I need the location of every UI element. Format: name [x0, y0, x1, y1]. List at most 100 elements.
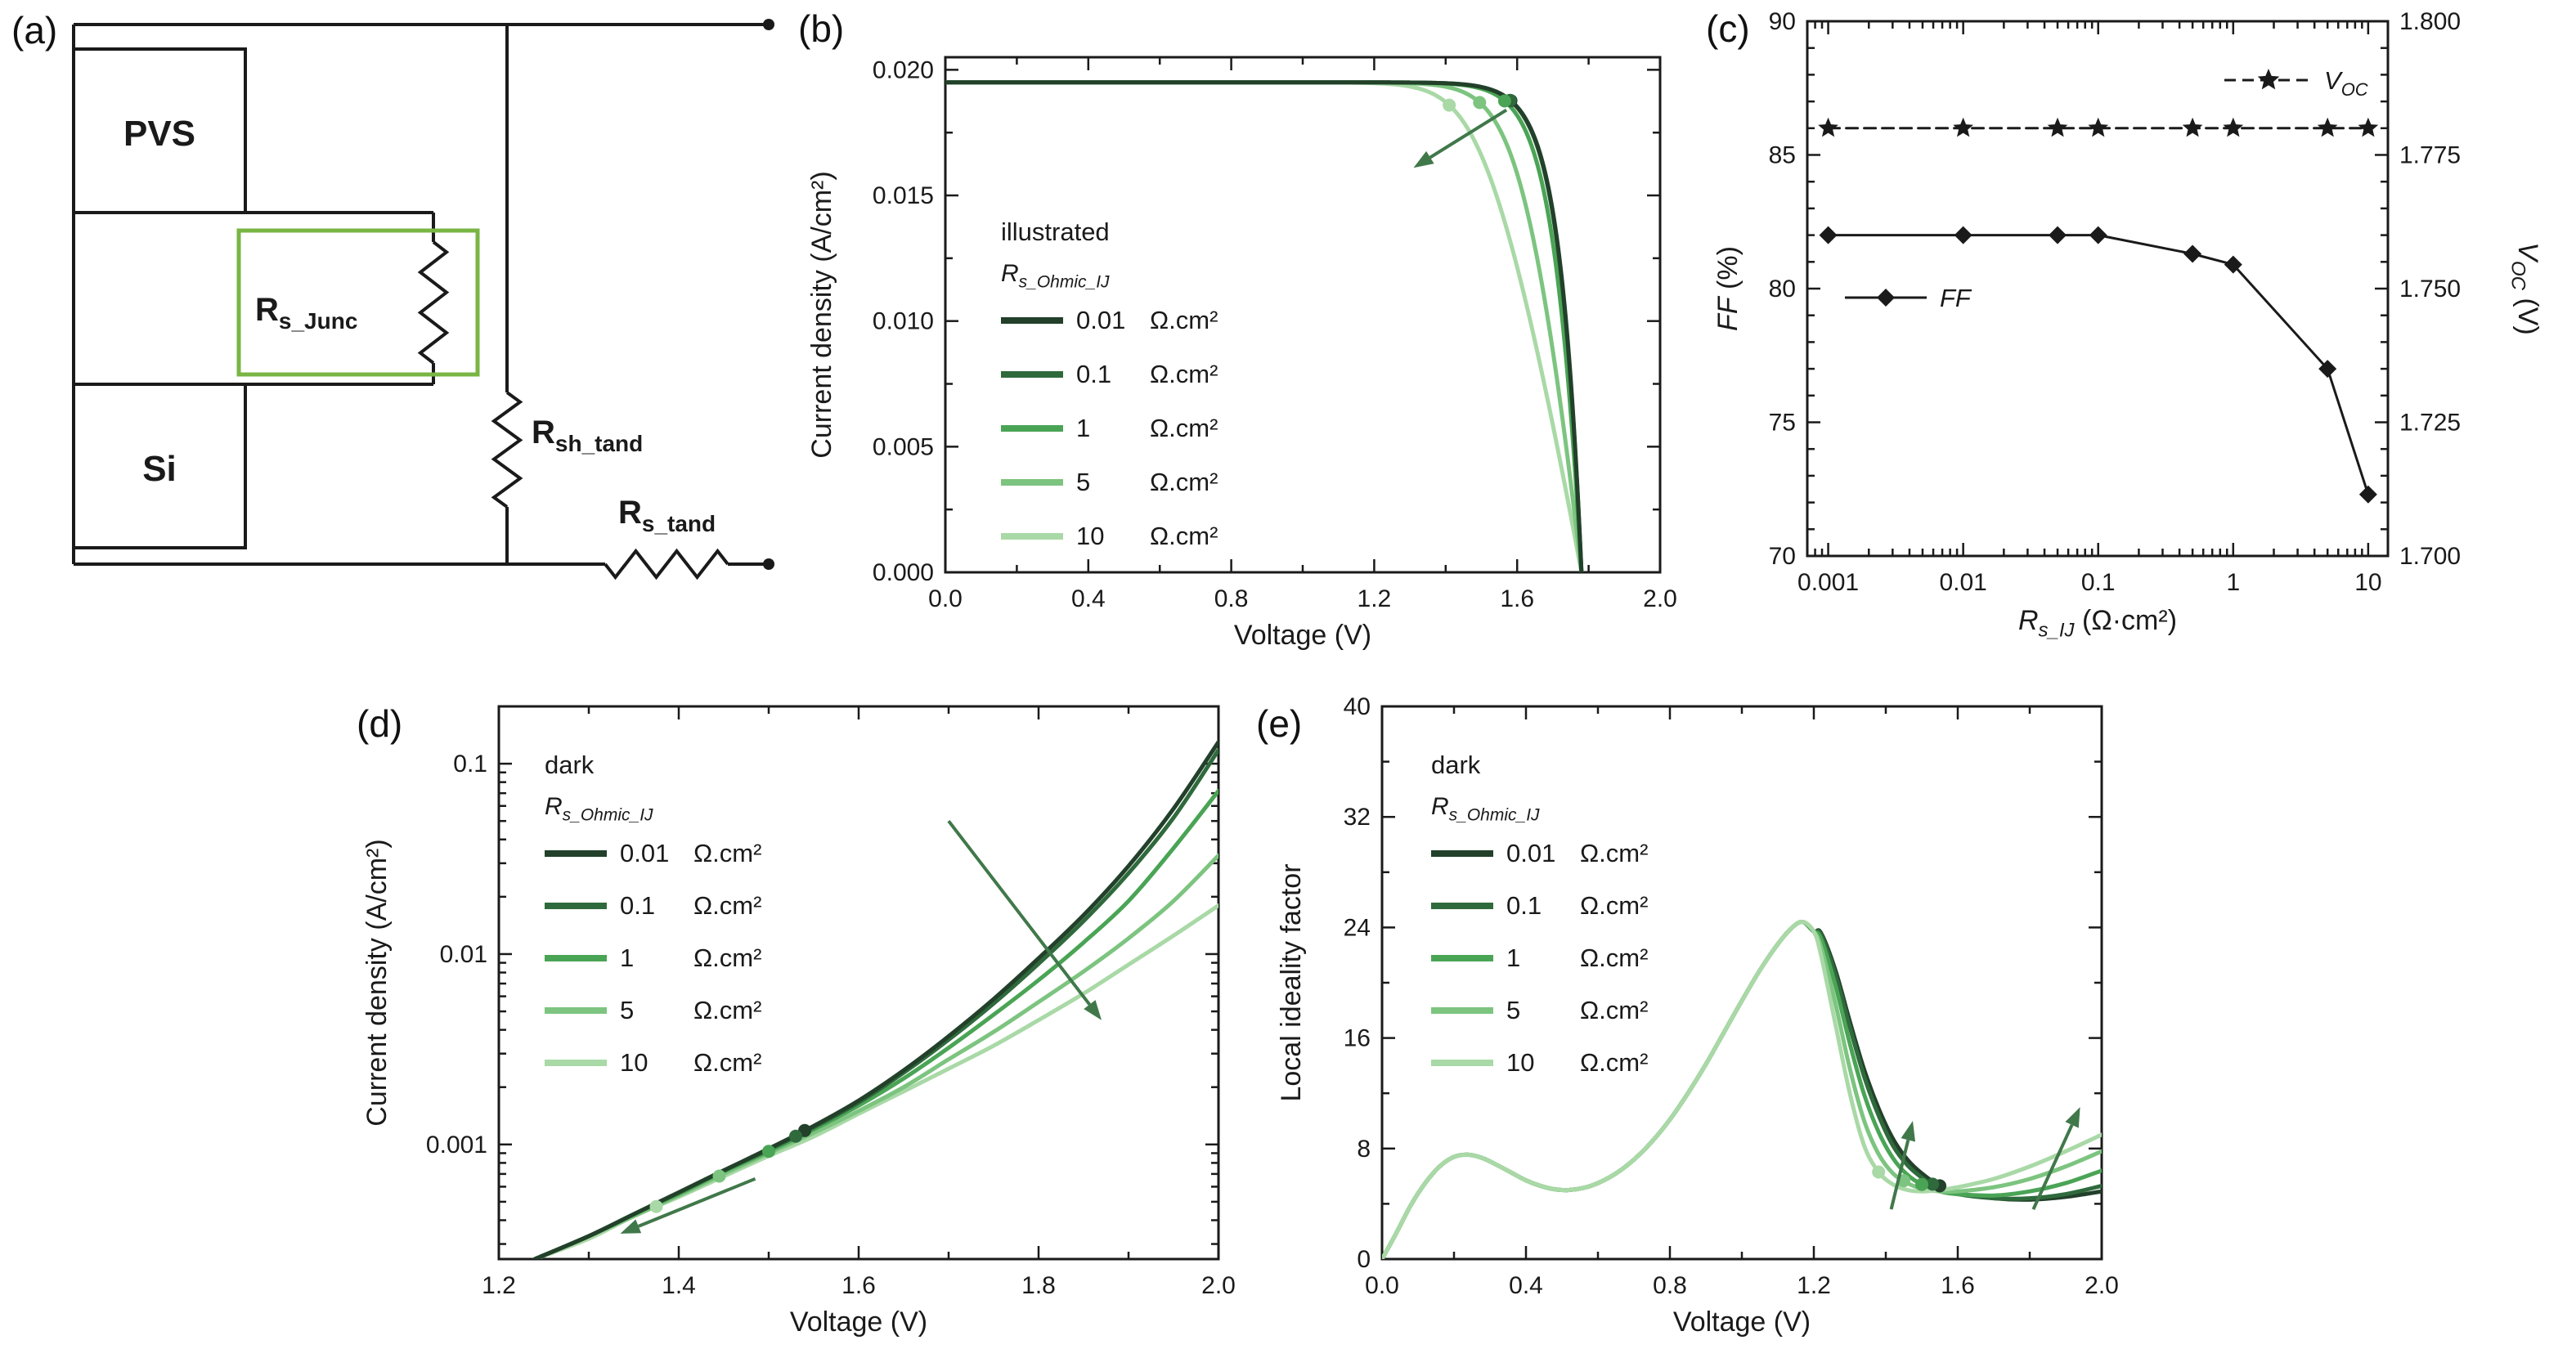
- svg-text:Ω.cm²: Ω.cm²: [693, 891, 761, 920]
- svg-text:0.015: 0.015: [873, 182, 934, 209]
- mpp-markers-b: [1443, 93, 1518, 112]
- svg-text:Ω.cm²: Ω.cm²: [1580, 1048, 1648, 1077]
- svg-text:1.750: 1.750: [2399, 276, 2461, 303]
- svg-text:24: 24: [1344, 914, 1371, 941]
- bottom-terminal-dot: [763, 558, 774, 570]
- svg-text:Ω.cm²: Ω.cm²: [693, 839, 761, 867]
- svg-text:Ω.cm²: Ω.cm²: [1580, 996, 1648, 1024]
- panel-d-dark-jv-chart: 1.2 1.4 1.6 1.8 2.0 0.001 0.01 0.1 Voltage (V) Cu…: [361, 705, 1236, 1338]
- panel-label-c: (c): [1706, 7, 1750, 50]
- svg-text:5: 5: [1506, 996, 1520, 1024]
- svg-text:Ω.cm²: Ω.cm²: [1580, 839, 1648, 867]
- svg-text:FF: FF: [1940, 284, 1972, 312]
- svg-text:VOC: VOC: [2324, 66, 2368, 100]
- svg-text:80: 80: [1769, 276, 1796, 303]
- svg-text:1: 1: [1076, 414, 1090, 442]
- axes-b: 0.0 0.4 0.8 1.2 1.6 2.00.0000.0050.0100.0150.…: [806, 56, 1677, 651]
- svg-text:Rs_Junc: Rs_Junc: [255, 292, 357, 334]
- svg-text:40: 40: [1344, 695, 1371, 720]
- svg-text:1.6: 1.6: [841, 1272, 876, 1299]
- svg-text:1.2: 1.2: [1358, 585, 1392, 612]
- svg-text:0.01: 0.01: [620, 839, 669, 867]
- legend-b: illustrated Rs_Ohmic_IJ 0.01 Ω.cm² 0.1 Ω.cm² 1…: [1001, 217, 1218, 550]
- si-box: [72, 383, 247, 549]
- panel-label-a: (a): [11, 9, 58, 52]
- svg-text:2.0: 2.0: [1643, 585, 1677, 612]
- svg-text:0.4: 0.4: [1509, 1272, 1543, 1299]
- voc-legend-star: [2257, 69, 2280, 90]
- svg-text:1.725: 1.725: [2399, 410, 2461, 437]
- svg-text:0: 0: [1357, 1246, 1371, 1273]
- svg-text:1.6: 1.6: [1941, 1272, 1975, 1299]
- svg-text:0.020: 0.020: [873, 56, 934, 83]
- panel-e-ideality-chart: 0.0 0.4 0.8 1.2 1.6 2.0 0 8 16 24 32 40 Voltage (V) L…: [1276, 695, 2119, 1338]
- svg-text:1: 1: [1506, 943, 1520, 972]
- svg-text:0.001: 0.001: [426, 1132, 487, 1159]
- svg-text:8: 8: [1357, 1136, 1371, 1163]
- svg-text:VOC (V): VOC (V): [2507, 242, 2544, 334]
- svg-text:10: 10: [1506, 1048, 1534, 1077]
- svg-text:10: 10: [2354, 569, 2381, 596]
- svg-text:10: 10: [620, 1048, 648, 1077]
- svg-text:1.2: 1.2: [482, 1272, 516, 1299]
- svg-text:Current density (A/cm²): Current density (A/cm²): [806, 171, 837, 458]
- svg-text:2.0: 2.0: [2085, 1272, 2119, 1299]
- curves-b: [945, 80, 1584, 572]
- svg-text:1: 1: [620, 943, 634, 972]
- arrows-d: [620, 819, 1102, 1234]
- svg-text:Ω.cm²: Ω.cm²: [693, 996, 761, 1024]
- svg-text:Ω.cm²: Ω.cm²: [1580, 891, 1648, 920]
- svg-text:1.700: 1.700: [2399, 543, 2461, 570]
- arrows-e: [1889, 1107, 2080, 1210]
- panel-a-circuit-diagram: PVS Si Rs_Junc Rsh_tand Rs_tand: [72, 19, 774, 580]
- svg-text:0.1: 0.1: [453, 751, 487, 778]
- svg-text:Local ideality factor: Local ideality factor: [1276, 863, 1307, 1101]
- svg-text:0.8: 0.8: [1214, 585, 1249, 612]
- svg-text:16: 16: [1344, 1025, 1371, 1052]
- svg-text:Current density (A/cm²): Current density (A/cm²): [361, 839, 393, 1126]
- svg-text:32: 32: [1344, 804, 1371, 831]
- svg-text:5: 5: [620, 996, 634, 1024]
- svg-text:0.01: 0.01: [440, 941, 487, 968]
- svg-text:Rs_IJ (Ω·cm²): Rs_IJ (Ω·cm²): [2018, 605, 2177, 642]
- svg-text:1.8: 1.8: [1021, 1272, 1056, 1299]
- svg-text:1.6: 1.6: [1500, 585, 1534, 612]
- panel-label-d: (d): [357, 702, 403, 745]
- svg-text:Ω.cm²: Ω.cm²: [1150, 522, 1218, 550]
- svg-text:0.01: 0.01: [1939, 569, 1986, 596]
- svg-text:Rs_tand: Rs_tand: [618, 495, 716, 536]
- curves-e: [1382, 920, 2102, 1259]
- legend-c: VOC FF: [1845, 66, 2368, 312]
- panel-label-b: (b): [798, 7, 845, 50]
- svg-text:0.01: 0.01: [1506, 839, 1555, 867]
- svg-text:Ω.cm²: Ω.cm²: [693, 943, 761, 972]
- svg-text:FF (%): FF (%): [1712, 246, 1744, 331]
- panel-label-e: (e): [1256, 702, 1303, 745]
- svg-text:75: 75: [1769, 410, 1796, 437]
- axes-d: 1.2 1.4 1.6 1.8 2.0 0.001 0.01 0.1 Voltage (V) Cu…: [361, 705, 1236, 1338]
- svg-text:Ω.cm²: Ω.cm²: [1580, 943, 1648, 972]
- svg-text:Voltage (V): Voltage (V): [1234, 620, 1371, 651]
- svg-text:Voltage (V): Voltage (V): [1673, 1306, 1811, 1338]
- svg-text:1.2: 1.2: [1797, 1272, 1831, 1299]
- legend-d: dark Rs_Ohmic_IJ 0.01 Ω.cm² 0.1 Ω.cm² 1 Ω.cm² 5 Ω…: [545, 751, 761, 1077]
- svg-text:illustrated: illustrated: [1001, 217, 1110, 246]
- svg-text:5: 5: [1076, 468, 1090, 496]
- svg-text:0.010: 0.010: [873, 308, 934, 335]
- svg-text:dark: dark: [1431, 751, 1481, 779]
- svg-text:Rs_Ohmic_IJ: Rs_Ohmic_IJ: [545, 793, 653, 825]
- svg-text:Rs_Ohmic_IJ: Rs_Ohmic_IJ: [1001, 260, 1110, 292]
- axes-e: 0.0 0.4 0.8 1.2 1.6 2.0 0 8 16 24 32 40 Voltage (V) L…: [1276, 695, 2119, 1338]
- svg-text:1: 1: [2226, 569, 2240, 596]
- svg-text:Ω.cm²: Ω.cm²: [693, 1048, 761, 1077]
- panel-c-ff-voc-chart: 0.001 0.01 0.1 1 10 70 75 80 85 90 1.700 1.725 1.750…: [1712, 8, 2544, 642]
- svg-text:Ω.cm²: Ω.cm²: [1150, 360, 1218, 388]
- svg-text:0.0: 0.0: [1365, 1272, 1399, 1299]
- svg-text:0.1: 0.1: [1506, 891, 1542, 920]
- svg-text:Rsh_tand: Rsh_tand: [532, 415, 643, 456]
- svg-text:0.4: 0.4: [1071, 585, 1106, 612]
- svg-text:0.000: 0.000: [873, 559, 934, 586]
- svg-text:Voltage (V): Voltage (V): [790, 1306, 927, 1338]
- svg-text:0.01: 0.01: [1076, 306, 1125, 334]
